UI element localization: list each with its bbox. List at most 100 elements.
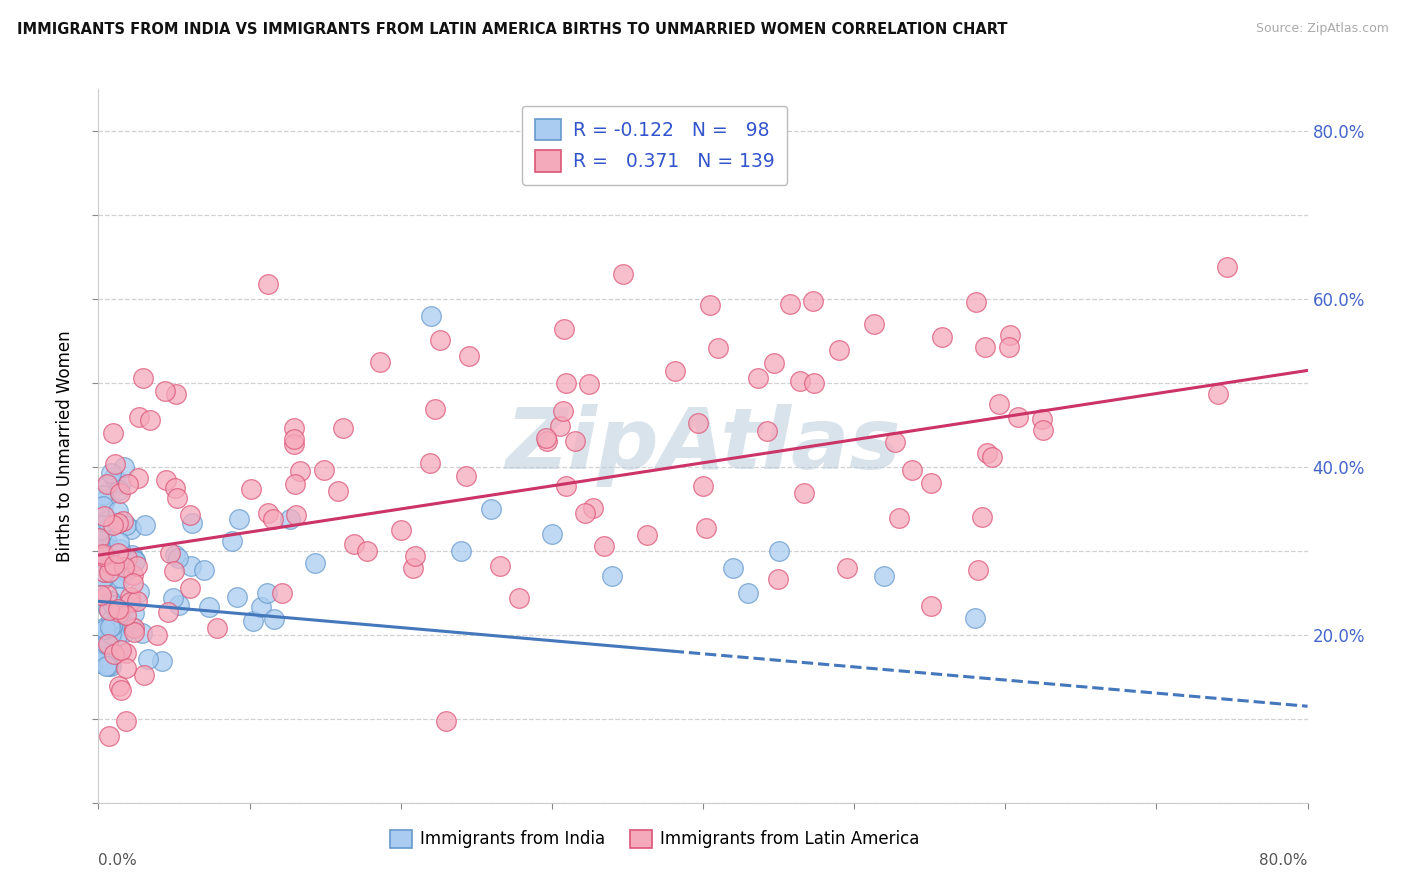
Point [112, 560, 135, 574]
Point [555, 376, 578, 391]
Point [368, 355, 391, 369]
Point [167, 551, 190, 566]
Point [97, 557, 120, 571]
Point [91, 572, 114, 586]
Point [342, 537, 364, 551]
Point [117, 477, 139, 491]
Point [128, 585, 150, 599]
Point [1007, 409, 1029, 424]
Point [540, 527, 562, 541]
Point [402, 560, 425, 574]
Point [91, 649, 114, 664]
Point [987, 396, 1010, 410]
Point [124, 553, 146, 567]
Point [100, 627, 122, 641]
Point [96, 477, 118, 491]
Point [156, 605, 179, 619]
Point [256, 586, 278, 600]
Point [122, 606, 145, 620]
Point [920, 599, 942, 614]
Point [263, 612, 285, 626]
Point [114, 661, 136, 675]
Point [883, 434, 905, 449]
Point [578, 377, 600, 392]
Point [91, 654, 114, 668]
Point [103, 623, 125, 637]
Point [489, 559, 512, 574]
Point [97, 602, 120, 616]
Point [425, 401, 447, 416]
Point [973, 340, 995, 354]
Point [128, 410, 150, 425]
Point [574, 506, 596, 520]
Point [553, 321, 575, 335]
Point [779, 297, 801, 311]
Point [100, 558, 122, 573]
Point [111, 515, 134, 529]
Point [389, 523, 412, 537]
Point [688, 416, 710, 430]
Point [155, 473, 177, 487]
Point [179, 508, 201, 523]
Point [789, 374, 811, 388]
Point [112, 602, 135, 616]
Point [420, 309, 443, 323]
Point [96, 588, 118, 602]
Point [121, 548, 143, 562]
Point [120, 590, 142, 604]
Text: Source: ZipAtlas.com: Source: ZipAtlas.com [1256, 22, 1389, 36]
Point [283, 437, 305, 451]
Point [96, 637, 118, 651]
Point [107, 516, 129, 530]
Point [108, 606, 131, 620]
Point [163, 564, 186, 578]
Point [110, 682, 132, 697]
Point [165, 548, 187, 562]
Point [328, 483, 350, 498]
Point [271, 586, 294, 600]
Point [454, 469, 477, 483]
Point [108, 534, 131, 549]
Point [103, 647, 125, 661]
Point [695, 521, 717, 535]
Point [458, 349, 481, 363]
Point [110, 475, 132, 490]
Y-axis label: Births to Unmarried Women: Births to Unmarried Women [56, 330, 75, 562]
Point [747, 371, 769, 385]
Point [97, 545, 120, 559]
Point [555, 479, 578, 493]
Point [94, 622, 117, 636]
Point [257, 506, 280, 520]
Point [98, 620, 121, 634]
Point [153, 384, 176, 399]
Point [91, 500, 114, 514]
Point [285, 508, 308, 522]
Point [965, 611, 987, 625]
Point [89, 523, 111, 537]
Point [863, 317, 886, 331]
Point [159, 546, 181, 560]
Point [612, 267, 634, 281]
Point [139, 413, 162, 427]
Point [737, 586, 759, 600]
Point [827, 343, 849, 358]
Point [87, 657, 110, 671]
Point [118, 597, 141, 611]
Point [87, 533, 110, 548]
Point [180, 558, 202, 573]
Point [873, 569, 896, 583]
Point [931, 329, 953, 343]
Point [434, 714, 457, 729]
Point [179, 581, 201, 595]
Point [636, 527, 658, 541]
Point [120, 522, 142, 536]
Point [419, 456, 441, 470]
Point [94, 620, 117, 634]
Point [93, 514, 115, 528]
Point [755, 424, 778, 438]
Point [304, 556, 326, 570]
Point [100, 614, 122, 628]
Point [112, 460, 135, 475]
Point [122, 621, 145, 635]
Point [146, 628, 169, 642]
